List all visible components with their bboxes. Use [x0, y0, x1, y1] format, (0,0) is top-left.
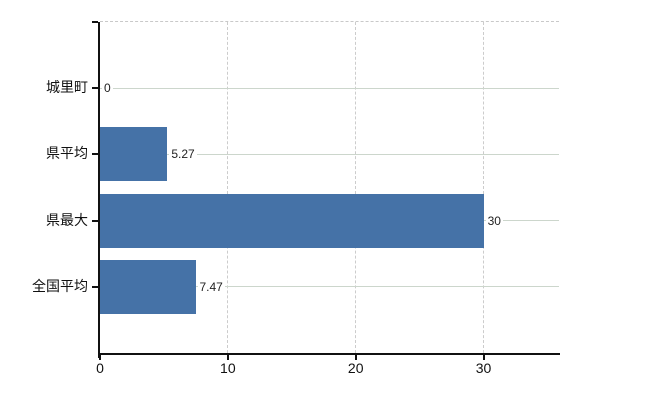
value-label: 0: [102, 81, 113, 96]
y-tick: [92, 87, 98, 90]
v-gridline: [227, 22, 229, 353]
bar[interactable]: [100, 193, 484, 248]
h-gridline: [100, 286, 559, 288]
category-label: 城里町: [46, 79, 88, 96]
x-tick-label: 10: [220, 360, 236, 376]
v-gridline: [355, 22, 357, 353]
x-tick-label: 0: [96, 360, 104, 376]
plot-top-border: [100, 21, 559, 22]
x-tick: [99, 355, 101, 360]
y-tick: [92, 285, 98, 288]
value-label: 5.27: [169, 147, 197, 162]
h-gridline: [100, 87, 559, 89]
bar[interactable]: [100, 127, 168, 182]
category-label: 県平均: [46, 145, 88, 162]
y-tick: [92, 21, 98, 23]
y-tick: [92, 153, 98, 156]
x-tick: [354, 355, 357, 360]
y-axis-line: [98, 22, 100, 358]
x-tick: [482, 355, 485, 360]
y-tick: [92, 219, 98, 222]
x-tick-label: 20: [347, 360, 364, 376]
bar[interactable]: [100, 259, 196, 314]
category-label: 全国平均: [32, 277, 88, 294]
value-label: 30: [485, 213, 503, 228]
v-gridline: [483, 22, 485, 353]
x-axis-line: [98, 353, 560, 355]
h-gridline: [100, 153, 559, 155]
category-label: 県最大: [46, 211, 88, 228]
x-tick-label: 30: [475, 360, 492, 376]
x-tick: [226, 355, 229, 360]
value-label: 7.47: [197, 279, 225, 294]
plot-area: 0 5.27 30 7.47: [100, 21, 559, 353]
